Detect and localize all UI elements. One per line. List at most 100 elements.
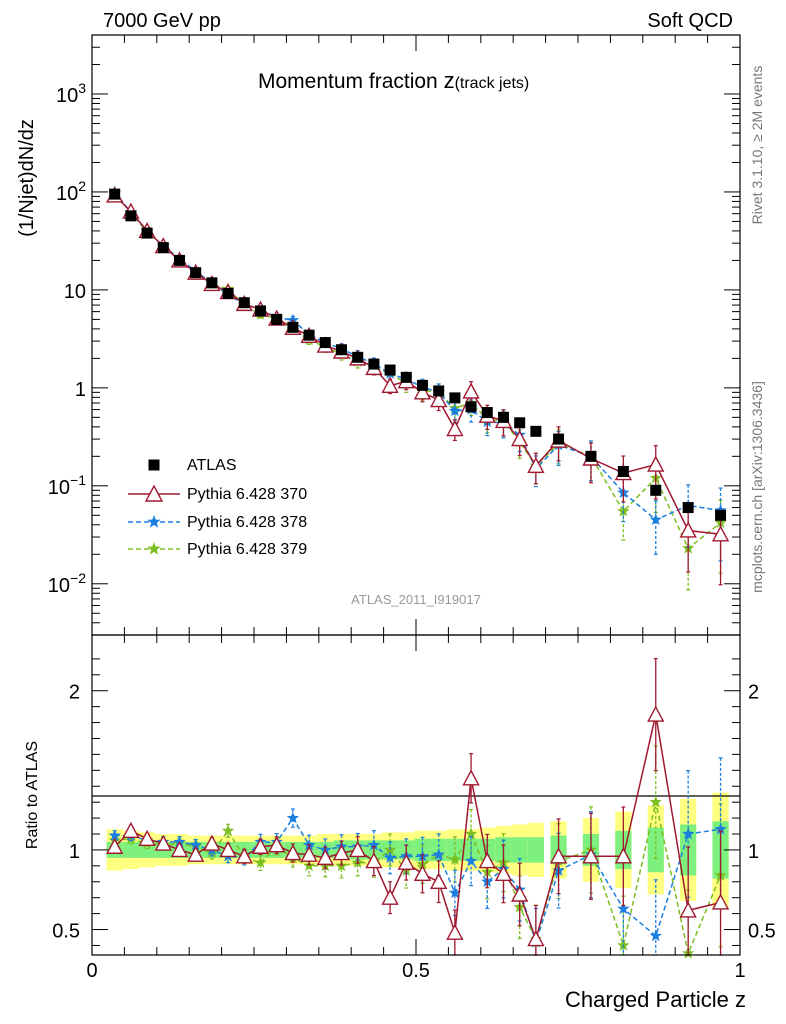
main-title: Momentum fraction z(track jets) [258,68,529,93]
main-title-variable: z [444,68,455,93]
marker-square [173,254,185,266]
ratio-line [114,802,722,956]
marker-triangle [679,521,697,538]
marker-star [432,848,445,860]
marker-star [448,853,462,865]
marker-square [141,227,153,239]
main-title-text: Momentum fraction [258,70,444,93]
marker-star [189,838,202,851]
marker-triangle [647,705,665,722]
legend-entry: Pythia 6.428 379 [128,541,307,558]
marker-square [400,371,412,383]
marker-star [464,854,478,867]
main-y-tick-label: 10−2 [48,570,86,597]
marker-square [416,379,428,391]
marker-triangle [511,430,529,447]
marker-triangle [582,847,600,864]
marker-triangle [235,847,253,864]
marker-triangle [430,872,448,889]
marker-triangle [144,484,164,502]
legend-entry: ATLAS [148,457,237,474]
marker-triangle [187,845,205,862]
marker-triangle [381,376,399,393]
series-atlas [109,188,727,521]
uncertainty-band-stat [122,841,139,858]
ratio-y-tick-label-right: 2 [748,682,759,704]
marker-triangle [462,769,480,786]
marker-square [481,407,493,419]
marker-triangle [154,834,172,851]
marker-star [286,811,300,824]
ratio-series-pythia-6-428-370 [106,657,730,956]
ratio-y-tick-label: 2 [69,682,80,704]
marker-triangle [527,930,545,947]
marker-triangle [284,844,302,861]
main-y-tick-label: 1 [75,379,86,401]
ratio-bands [106,792,729,908]
marker-triangle [413,864,432,882]
mcplots-label: mcplots.cern.ch [arXiv:1306.3436] [749,381,765,593]
uncertainty-band-stat [527,837,544,863]
marker-triangle [478,852,496,869]
ratio-y-axis-label: Ratio to ATLAS [24,741,41,849]
marker-triangle [494,864,513,882]
marker-square [238,297,250,309]
main-y-tick-label: 103 [56,80,86,107]
marker-square [530,425,542,437]
marker-triangle [300,845,318,862]
uncertainty-band-stat [446,838,463,862]
ratio-line [114,714,721,942]
marker-triangle [413,383,432,400]
marker-triangle [381,888,399,905]
marker-triangle [268,836,286,853]
series-pythia-6-428-378 [108,185,727,562]
legend-label: Pythia 6.428 379 [187,541,307,558]
marker-square [553,433,565,445]
rivet-version-label: Rivet 3.1.10, ≥ 2M events [749,66,765,225]
marker-square [222,287,234,299]
marker-star [617,902,630,915]
marker-triangle [711,525,730,542]
marker-triangle [219,840,237,858]
series-line [114,194,721,536]
marker-triangle [332,844,351,861]
header-right-label: Soft QCD [647,10,733,32]
legend: ATLAS Pythia 6.428 370 Pythia 6.428 378 Pyt… [128,457,307,558]
marker-square [682,502,694,514]
x-tick-label: 0.5 [402,960,430,982]
marker-star [617,504,630,517]
marker-star [221,824,235,837]
marker-star [367,838,381,851]
marker-star [649,513,662,525]
x-axis-label: Charged Particle z [565,987,746,1012]
marker-triangle [679,901,697,918]
marker-triangle [527,456,545,474]
marker-star [254,856,267,868]
marker-square [335,344,347,356]
marker-square [157,242,169,254]
marker-star [682,827,695,840]
main-axes: 10−2 10−1 1 10 102 103 [48,34,741,636]
marker-star [649,795,662,808]
ratio-y-tick-label: 1 [69,841,80,863]
uncertainty-band-stat [647,827,664,873]
marker-triangle [549,847,568,864]
marker-square [585,450,597,462]
header-left-label: 7000 GeV pp [103,10,221,32]
marker-triangle [138,829,156,846]
marker-star [649,929,662,942]
marker-triangle [170,840,189,858]
ratio-plot-frame [91,634,741,956]
main-y-tick-label: 102 [56,178,86,205]
marker-square [190,267,202,279]
marker-square [497,411,509,423]
marker-triangle [251,837,270,854]
marker-star [383,851,397,864]
ratio-y-tick-label-right: 1 [748,841,759,863]
marker-star [464,827,478,840]
marker-star [714,822,727,835]
legend-entry: Pythia 6.428 370 [128,484,307,503]
marker-square [352,351,364,363]
marker-square [303,329,315,341]
